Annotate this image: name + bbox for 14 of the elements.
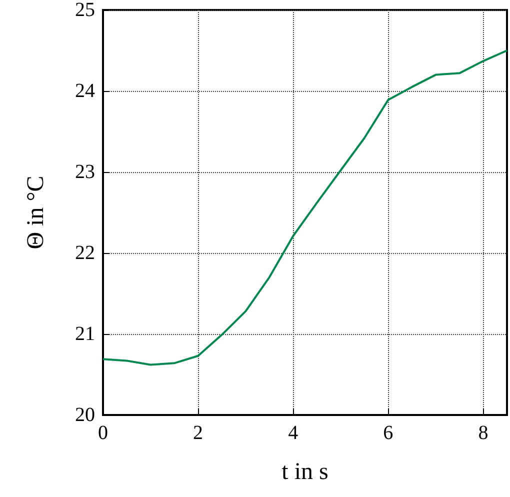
x-axis-title: t in s bbox=[282, 459, 328, 485]
y-tick-label: 22 bbox=[75, 242, 95, 264]
x-tick-label: 6 bbox=[383, 422, 394, 444]
x-tick-label: 8 bbox=[478, 422, 488, 444]
y-tick-label: 20 bbox=[75, 404, 95, 426]
x-tick-label: 2 bbox=[193, 422, 204, 444]
x-tick-label: 0 bbox=[98, 422, 108, 444]
y-tick-label: 23 bbox=[75, 161, 95, 183]
y-tick-label: 21 bbox=[75, 323, 95, 345]
x-tick-label: 4 bbox=[288, 422, 298, 444]
line-series bbox=[102, 50, 508, 366]
y-axis-title: Θ in °C bbox=[23, 176, 49, 250]
y-tick-label: 24 bbox=[75, 80, 95, 102]
y-tick-label: 25 bbox=[75, 0, 95, 21]
